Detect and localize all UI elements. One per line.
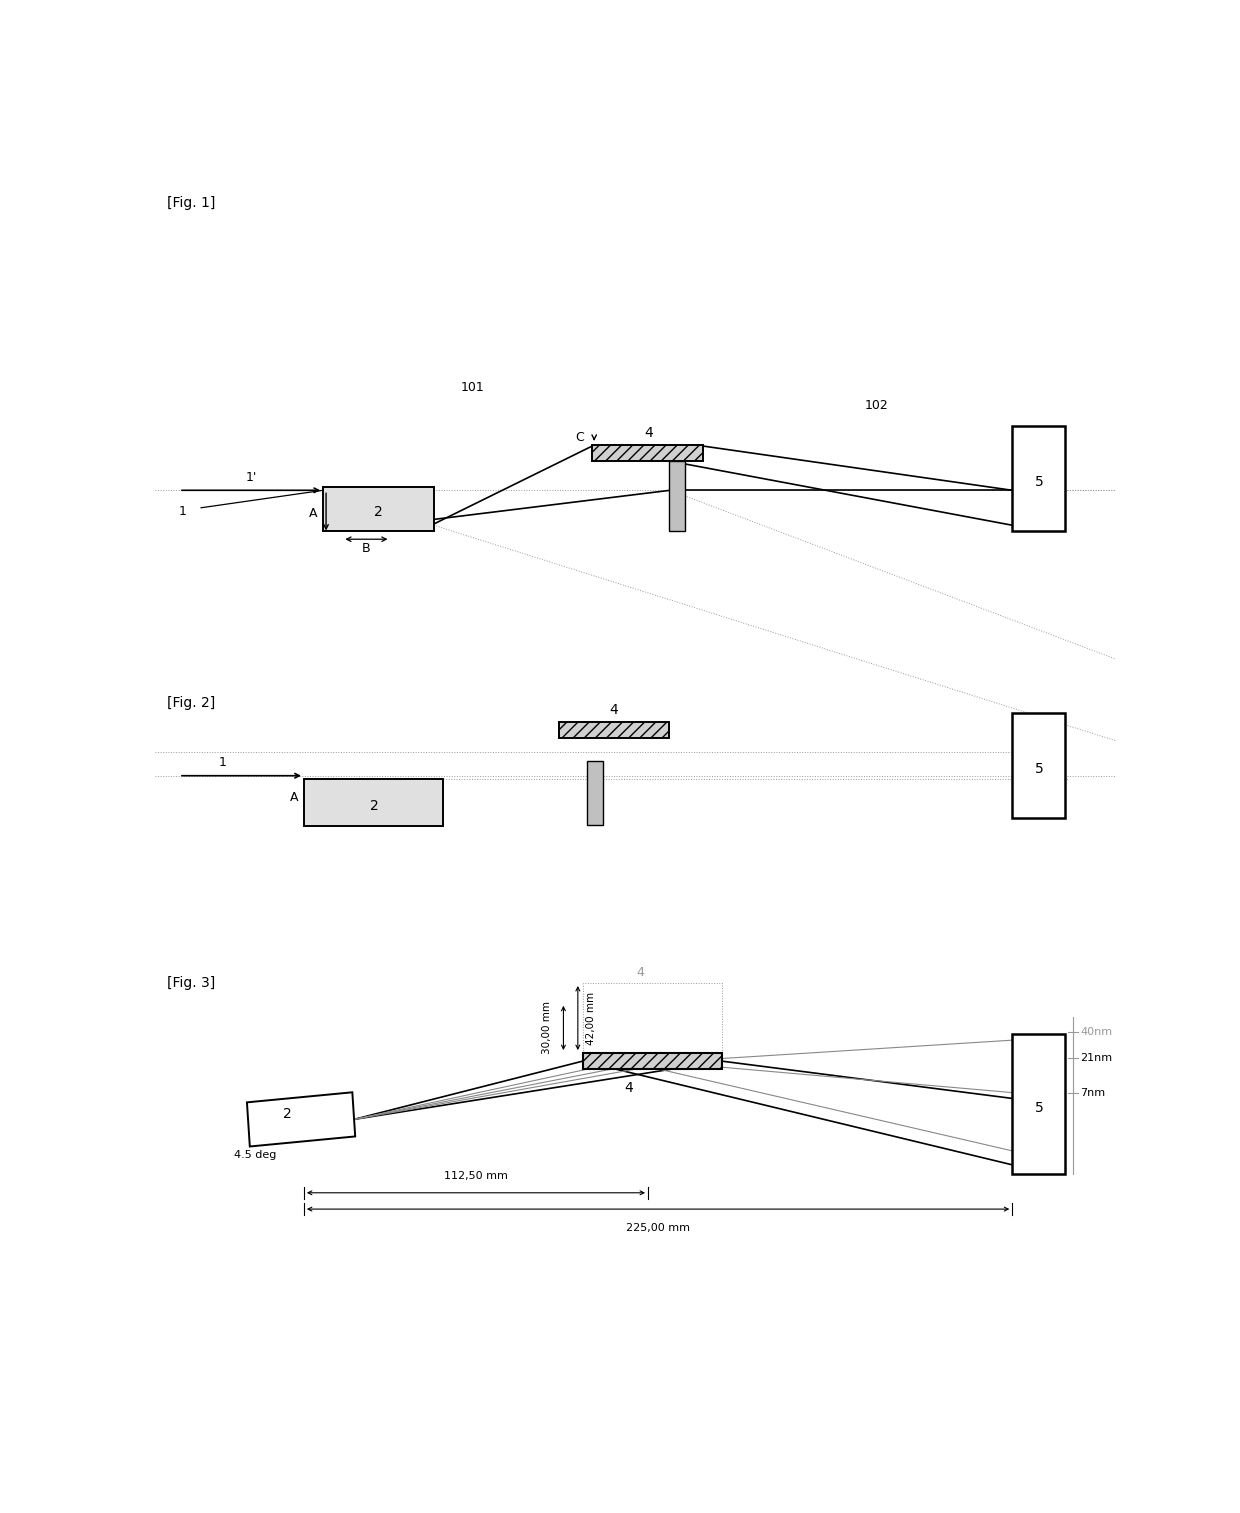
Bar — [583, 1053, 722, 1070]
Bar — [1012, 1035, 1065, 1174]
Text: C: C — [575, 431, 584, 445]
Text: 30,00 mm: 30,00 mm — [542, 1002, 552, 1055]
Text: [Fig. 2]: [Fig. 2] — [166, 696, 215, 711]
Text: 7nm: 7nm — [1080, 1088, 1106, 1097]
Text: 5: 5 — [1034, 475, 1044, 489]
Text: 101: 101 — [460, 381, 485, 395]
Bar — [593, 445, 703, 461]
Bar — [670, 461, 684, 531]
Text: 4: 4 — [645, 427, 653, 440]
Text: 2: 2 — [373, 505, 382, 519]
Text: 1: 1 — [179, 505, 187, 517]
Text: 2: 2 — [283, 1106, 291, 1121]
Text: 21nm: 21nm — [1080, 1053, 1112, 1062]
Text: 4: 4 — [609, 704, 618, 717]
Text: [Fig. 3]: [Fig. 3] — [166, 976, 215, 990]
Text: 4: 4 — [625, 1080, 634, 1095]
Bar — [1012, 427, 1065, 531]
Bar — [558, 722, 670, 738]
Bar — [247, 1092, 355, 1147]
Text: 112,50 mm: 112,50 mm — [444, 1171, 508, 1182]
Bar — [304, 779, 444, 826]
Text: 1': 1' — [246, 471, 257, 484]
Text: 42,00 mm: 42,00 mm — [585, 991, 595, 1044]
Text: 1: 1 — [218, 756, 226, 770]
Text: 5: 5 — [1034, 1101, 1044, 1115]
Text: 5: 5 — [1034, 761, 1044, 776]
Bar — [588, 761, 603, 825]
Text: A: A — [290, 791, 299, 805]
Text: A: A — [309, 507, 317, 520]
Text: B: B — [362, 542, 371, 555]
Text: 2: 2 — [370, 799, 378, 812]
Bar — [1012, 713, 1065, 817]
Text: [Fig. 1]: [Fig. 1] — [166, 195, 215, 209]
Text: 4.5 deg: 4.5 deg — [234, 1150, 277, 1160]
Text: 40nm: 40nm — [1080, 1027, 1112, 1036]
Bar — [324, 487, 434, 531]
Text: 102: 102 — [864, 399, 888, 412]
Text: 4: 4 — [636, 967, 645, 979]
Text: 225,00 mm: 225,00 mm — [626, 1223, 691, 1233]
